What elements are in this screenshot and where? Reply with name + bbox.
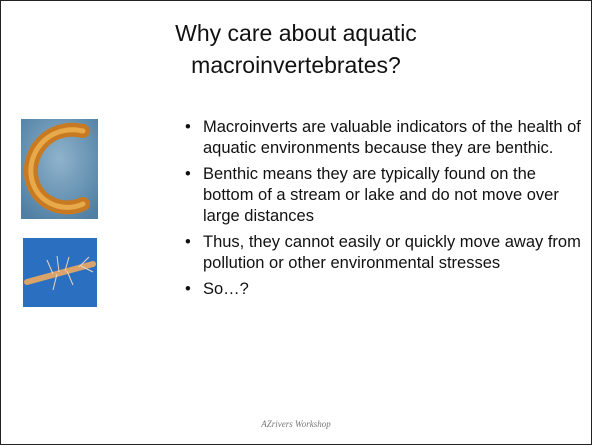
- bullet-list: Macroinverts are valuable indicators of …: [183, 117, 581, 305]
- slide-title: Why care about aquatic macroinvertebrate…: [146, 17, 446, 81]
- bullet: Thus, they cannot easily or quickly move…: [183, 232, 581, 274]
- slide: Why care about aquatic macroinvertebrate…: [0, 0, 592, 445]
- photo-larva: [23, 238, 97, 307]
- bullet: Benthic means they are typically found o…: [183, 164, 581, 227]
- footer: AZrivers Workshop: [1, 419, 591, 429]
- photo-worm: [21, 119, 98, 219]
- bullet: Macroinverts are valuable indicators of …: [183, 117, 581, 159]
- bullet: So…?: [183, 279, 581, 300]
